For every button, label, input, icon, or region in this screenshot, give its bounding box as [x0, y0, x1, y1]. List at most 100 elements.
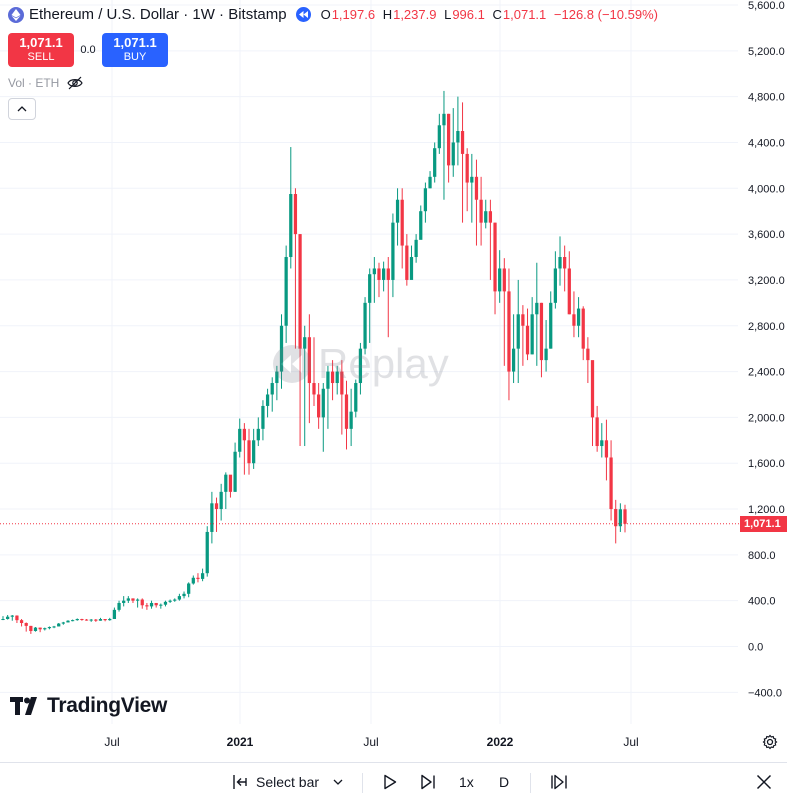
candle[interactable] [242, 423, 246, 475]
candle[interactable] [419, 205, 423, 240]
candle[interactable] [349, 388, 353, 447]
candle[interactable] [530, 297, 534, 355]
buy-button[interactable]: 1,071.1 BUY [102, 33, 168, 67]
candle[interactable] [24, 622, 28, 632]
candle[interactable] [535, 262, 539, 366]
candle[interactable] [117, 600, 121, 612]
play-button[interactable] [383, 763, 397, 801]
candle[interactable] [595, 405, 599, 452]
candle[interactable] [618, 503, 622, 532]
candle[interactable] [191, 575, 195, 585]
candle[interactable] [89, 619, 93, 622]
candle[interactable] [609, 440, 613, 521]
candle[interactable] [479, 176, 483, 246]
candle[interactable] [433, 142, 437, 183]
candle[interactable] [484, 199, 488, 229]
candle[interactable] [576, 297, 581, 338]
candle[interactable] [330, 360, 335, 401]
candle[interactable] [270, 377, 274, 412]
candle[interactable] [511, 314, 516, 384]
candle[interactable] [219, 483, 223, 521]
forward-button[interactable] [420, 763, 436, 801]
volume-indicator[interactable]: Vol · ETH [8, 76, 84, 90]
collapse-legend-button[interactable] [8, 98, 36, 120]
candle[interactable] [140, 598, 144, 609]
candle[interactable] [604, 419, 609, 481]
candle[interactable] [368, 268, 372, 343]
candle[interactable] [122, 596, 126, 607]
price-chart[interactable]: −400.0 0.0 400.0 800.0 1,200.0 1,600.0 2,000.0… [0, 0, 787, 762]
candle[interactable] [298, 234, 302, 447]
candle[interactable] [409, 245, 414, 280]
candle[interactable] [247, 428, 251, 475]
candle[interactable] [340, 360, 344, 435]
candle[interactable] [15, 615, 19, 624]
interval-button[interactable]: D [499, 763, 509, 801]
candle[interactable] [474, 159, 479, 246]
candle[interactable] [210, 491, 214, 544]
candle[interactable] [391, 213, 395, 298]
candle[interactable] [75, 618, 79, 621]
candle[interactable] [321, 383, 325, 452]
candle[interactable] [159, 603, 163, 609]
candle[interactable] [145, 602, 149, 610]
candle[interactable] [177, 593, 182, 601]
candle[interactable] [600, 423, 604, 458]
candle[interactable] [414, 234, 418, 263]
jump-to-realtime-button[interactable] [550, 763, 568, 801]
candle[interactable] [498, 250, 502, 303]
candle[interactable] [442, 90, 446, 200]
symbol-title[interactable]: Ethereum / U.S. Dollar · 1W · Bitstamp [29, 6, 287, 23]
candle[interactable] [1, 616, 5, 621]
candle[interactable] [284, 245, 288, 343]
candle[interactable] [135, 598, 140, 608]
candle[interactable] [502, 258, 506, 366]
candle[interactable] [182, 591, 186, 599]
speed-button[interactable]: 1x [459, 763, 474, 801]
eye-off-icon[interactable] [67, 76, 84, 90]
candle[interactable] [173, 598, 177, 602]
candle[interactable] [187, 582, 191, 598]
candle[interactable] [84, 619, 89, 621]
candle[interactable] [265, 388, 270, 418]
candle[interactable] [553, 251, 557, 309]
candle[interactable] [326, 365, 330, 429]
candle[interactable] [108, 617, 112, 621]
candle[interactable] [312, 337, 316, 406]
candle[interactable] [590, 360, 595, 447]
candle[interactable] [66, 620, 70, 623]
candle[interactable] [94, 619, 98, 622]
candle[interactable] [423, 182, 428, 223]
candle[interactable] [279, 314, 284, 389]
candle[interactable] [451, 108, 455, 177]
tradingview-logo[interactable]: TradingView [10, 694, 167, 718]
candle[interactable] [200, 568, 205, 582]
candle[interactable] [57, 623, 61, 627]
candle[interactable] [507, 268, 511, 401]
candle[interactable] [293, 188, 298, 349]
candle[interactable] [317, 383, 321, 429]
candle[interactable] [168, 599, 172, 603]
candle[interactable] [154, 602, 158, 608]
candle[interactable] [363, 297, 367, 355]
candle[interactable] [261, 400, 265, 441]
candle[interactable] [10, 614, 14, 621]
candle[interactable] [275, 365, 279, 401]
candle[interactable] [488, 199, 493, 280]
select-bar-button[interactable]: Select bar [232, 763, 343, 801]
candle[interactable] [289, 147, 293, 269]
candle[interactable] [126, 596, 130, 603]
candle[interactable] [214, 497, 219, 532]
candle[interactable] [52, 625, 56, 629]
candle[interactable] [71, 619, 75, 622]
candle[interactable] [437, 113, 441, 154]
sell-button[interactable]: 1,071.1 SELL [8, 33, 74, 67]
candle[interactable] [386, 257, 390, 338]
candle[interactable] [614, 499, 618, 544]
candle[interactable] [224, 472, 228, 510]
candle[interactable] [586, 337, 590, 384]
candle[interactable] [460, 102, 465, 223]
candle[interactable] [382, 261, 386, 292]
candle[interactable] [47, 626, 52, 630]
candle[interactable] [354, 379, 358, 418]
